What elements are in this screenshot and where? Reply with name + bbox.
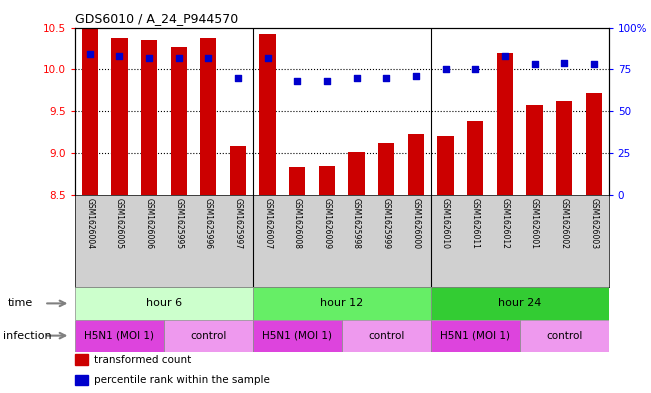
Text: infection: infection [3, 331, 52, 341]
Text: GSM1626007: GSM1626007 [263, 198, 272, 249]
Text: H5N1 (MOI 1): H5N1 (MOI 1) [440, 331, 510, 341]
Bar [230, 145, 246, 195]
Point [203, 55, 214, 61]
Text: hour 12: hour 12 [320, 298, 363, 309]
Bar [378, 143, 395, 195]
Point [470, 66, 480, 72]
Text: GSM1625995: GSM1625995 [174, 198, 183, 249]
Point [233, 75, 243, 81]
Text: GSM1626002: GSM1626002 [560, 198, 569, 249]
Text: GSM1626011: GSM1626011 [471, 198, 480, 249]
Point [589, 61, 599, 68]
Text: GSM1625996: GSM1625996 [204, 198, 213, 249]
Text: time: time [8, 298, 33, 309]
Bar [497, 53, 513, 195]
FancyBboxPatch shape [431, 320, 519, 352]
Point [500, 53, 510, 59]
Bar [111, 38, 128, 195]
Bar [527, 105, 543, 195]
Point [173, 55, 184, 61]
Bar [141, 40, 157, 195]
Text: GSM1626012: GSM1626012 [501, 198, 509, 249]
Point [114, 53, 124, 59]
FancyBboxPatch shape [253, 287, 431, 320]
FancyBboxPatch shape [75, 287, 253, 320]
Text: GSM1626000: GSM1626000 [411, 198, 421, 249]
Point [411, 73, 421, 79]
Bar [556, 101, 572, 195]
Text: GSM1626004: GSM1626004 [85, 198, 94, 249]
Text: hour 6: hour 6 [146, 298, 182, 309]
Point [144, 55, 154, 61]
FancyBboxPatch shape [519, 320, 609, 352]
FancyBboxPatch shape [164, 320, 253, 352]
Text: H5N1 (MOI 1): H5N1 (MOI 1) [85, 331, 154, 341]
FancyBboxPatch shape [342, 320, 431, 352]
Text: GSM1626010: GSM1626010 [441, 198, 450, 249]
Text: H5N1 (MOI 1): H5N1 (MOI 1) [262, 331, 332, 341]
Bar [586, 93, 602, 195]
Bar [260, 34, 276, 195]
Text: control: control [368, 331, 404, 341]
Bar [289, 167, 305, 195]
Bar [437, 136, 454, 195]
Bar [171, 47, 187, 195]
Text: control: control [546, 331, 583, 341]
Text: hour 24: hour 24 [498, 298, 542, 309]
Text: GSM1626009: GSM1626009 [322, 198, 331, 249]
Text: GSM1625998: GSM1625998 [352, 198, 361, 249]
Bar [348, 152, 365, 195]
Bar [81, 29, 98, 195]
Point [85, 51, 95, 57]
Point [559, 59, 570, 66]
FancyBboxPatch shape [253, 320, 342, 352]
Point [440, 66, 450, 72]
Text: GSM1625999: GSM1625999 [381, 198, 391, 249]
Point [292, 78, 303, 84]
FancyBboxPatch shape [431, 287, 609, 320]
Point [322, 78, 332, 84]
Text: control: control [190, 331, 227, 341]
Bar [75, 354, 89, 365]
Text: GDS6010 / A_24_P944570: GDS6010 / A_24_P944570 [75, 12, 238, 25]
Text: GSM1626001: GSM1626001 [530, 198, 539, 249]
Bar [467, 121, 484, 195]
Text: GSM1626003: GSM1626003 [589, 198, 598, 249]
Point [529, 61, 540, 68]
Point [262, 55, 273, 61]
Bar [408, 134, 424, 195]
Text: GSM1626008: GSM1626008 [293, 198, 302, 249]
Bar [319, 165, 335, 195]
Text: transformed count: transformed count [94, 354, 191, 365]
Point [381, 75, 391, 81]
Bar [200, 39, 217, 195]
Bar [75, 375, 89, 385]
Text: percentile rank within the sample: percentile rank within the sample [94, 375, 270, 385]
Text: GSM1625997: GSM1625997 [234, 198, 242, 249]
Point [352, 75, 362, 81]
Text: GSM1626006: GSM1626006 [145, 198, 154, 249]
FancyBboxPatch shape [75, 320, 164, 352]
Text: GSM1626005: GSM1626005 [115, 198, 124, 249]
